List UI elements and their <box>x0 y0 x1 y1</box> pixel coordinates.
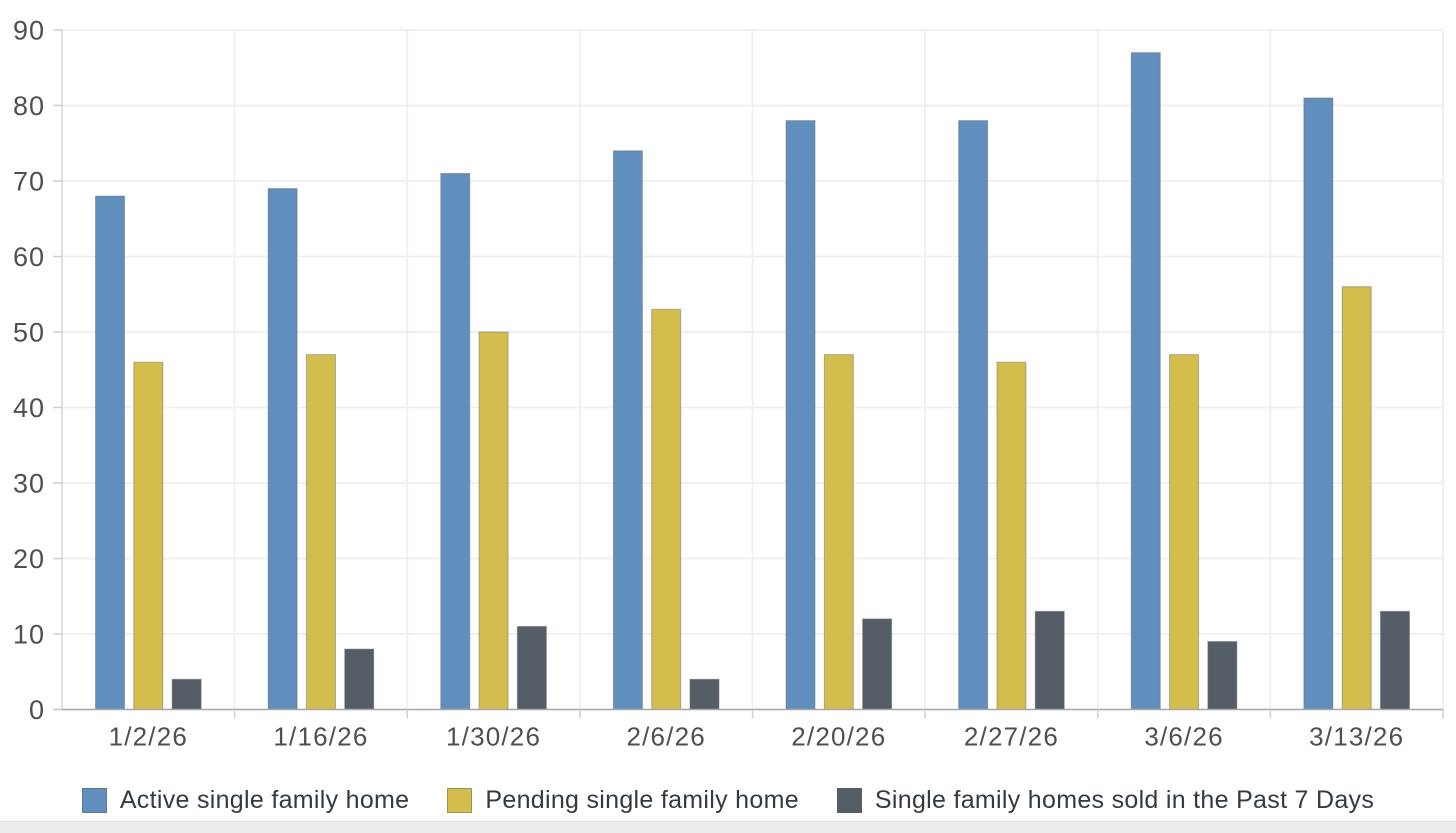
x-axis-label-1/2/26: 1/2/26 <box>109 722 189 752</box>
bar-sold-3/6/26[interactable] <box>1207 641 1238 710</box>
y-axis-tick-label-20: 20 <box>13 544 45 574</box>
plot-area: 0 10 20 30 40 50 60 70 80 90 1/2/26 1/16/26 1/30/26 2… <box>13 16 1444 752</box>
y-axis-tick-label-70: 70 <box>13 167 45 197</box>
bar-chart-canvas: 0 10 20 30 40 50 60 70 80 90 1/2/26 1/16/26 1/30/26 2… <box>13 16 1444 752</box>
legend-swatch-sold <box>836 787 862 813</box>
bar-pending-3/13/26[interactable] <box>1341 286 1372 710</box>
x-axis-label-1/30/26: 1/30/26 <box>446 722 541 752</box>
bar-active-2/20/26[interactable] <box>785 120 816 711</box>
bar-pending-1/30/26[interactable] <box>478 331 509 710</box>
y-axis-tick-label-50: 50 <box>13 318 45 348</box>
y-axis-tick-label-0: 0 <box>29 695 45 725</box>
bar-pending-2/6/26[interactable] <box>651 308 682 710</box>
bar-sold-3/13/26[interactable] <box>1379 610 1410 710</box>
y-axis-tick-label-40: 40 <box>13 393 45 423</box>
legend-item-active[interactable]: Active single family home <box>81 785 410 815</box>
y-axis-tick-label-10: 10 <box>13 620 45 650</box>
bar-sold-2/20/26[interactable] <box>862 618 893 711</box>
bar-active-3/13/26[interactable] <box>1303 97 1334 710</box>
legend-swatch-pending <box>447 787 473 813</box>
bar-pending-2/27/26[interactable] <box>996 361 1027 710</box>
page-bottom-strip <box>0 821 1456 833</box>
y-axis-tick-label-60: 60 <box>13 242 45 272</box>
bar-pending-3/6/26[interactable] <box>1169 354 1200 710</box>
legend-label-pending: Pending single family home <box>485 785 799 814</box>
bar-active-2/27/26[interactable] <box>958 120 989 711</box>
bar-pending-1/16/26[interactable] <box>305 354 336 710</box>
x-axis-label-2/27/26: 2/27/26 <box>964 722 1059 752</box>
legend-item-pending[interactable]: Pending single family home <box>447 786 799 815</box>
bar-pending-2/20/26[interactable] <box>823 354 854 710</box>
bar-pending-1/2/26[interactable] <box>133 361 164 710</box>
bar-sold-1/2/26[interactable] <box>171 678 202 710</box>
bar-active-1/30/26[interactable] <box>440 172 471 710</box>
bar-sold-1/16/26[interactable] <box>344 648 375 710</box>
bar-active-3/6/26[interactable] <box>1130 52 1161 710</box>
bar-active-2/6/26[interactable] <box>612 150 643 711</box>
bar-active-1/16/26[interactable] <box>267 188 298 711</box>
bar-sold-1/30/26[interactable] <box>516 625 547 711</box>
x-axis-label-2/6/26: 2/6/26 <box>626 722 706 752</box>
y-axis-tick-label-80: 80 <box>13 91 45 121</box>
legend-label-active: Active single family home <box>119 785 410 814</box>
x-axis-label-3/6/26: 3/6/26 <box>1144 722 1224 752</box>
bar-sold-2/6/26[interactable] <box>689 678 720 710</box>
y-axis-tick-label-30: 30 <box>13 469 45 499</box>
x-axis-label-1/16/26: 1/16/26 <box>273 722 368 752</box>
y-axis-tick-label-90: 90 <box>13 16 45 46</box>
legend-item-sold[interactable]: Single family homes sold in the Past 7 D… <box>836 785 1375 815</box>
x-axis-label-2/20/26: 2/20/26 <box>791 722 886 752</box>
x-axis-label-3/13/26: 3/13/26 <box>1309 722 1404 752</box>
legend-label-sold: Single family homes sold in the Past 7 D… <box>874 785 1375 814</box>
bar-sold-2/27/26[interactable] <box>1034 610 1065 710</box>
chart-legend: Active single family home Pending single… <box>0 782 1456 818</box>
legend-swatch-active <box>81 787 107 813</box>
bar-active-1/2/26[interactable] <box>95 195 126 711</box>
